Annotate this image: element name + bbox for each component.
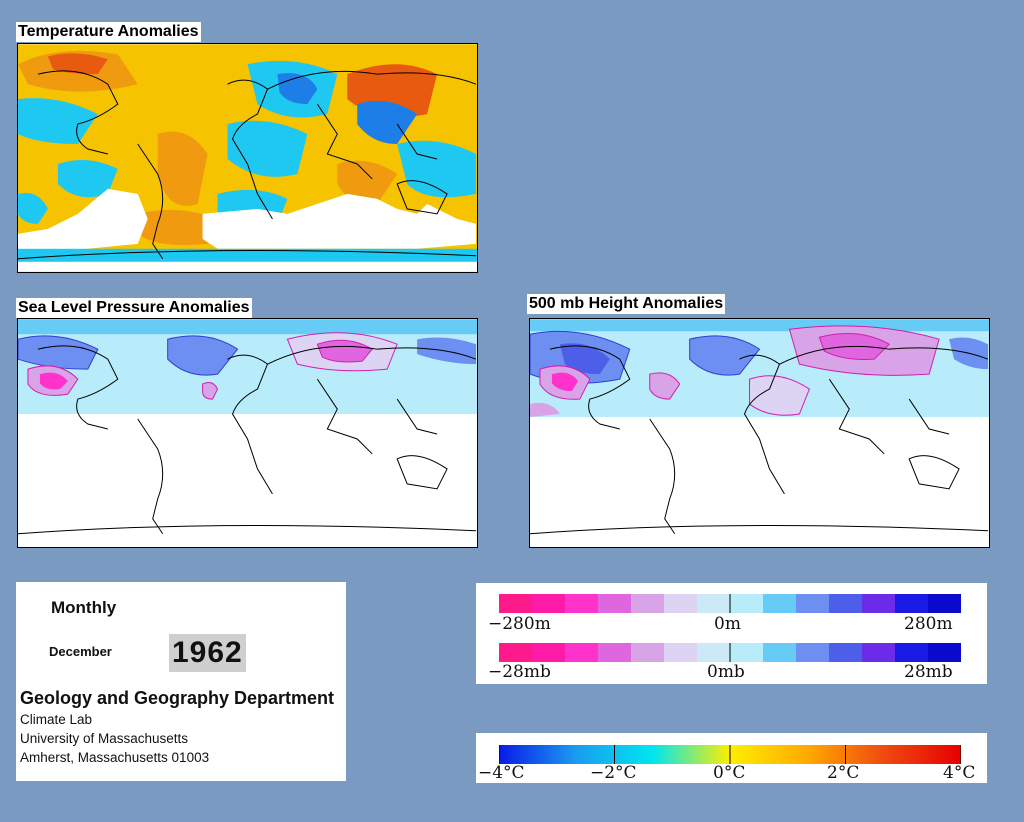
slp-anomaly-map (17, 318, 478, 548)
height-label-max: 280m (904, 614, 953, 634)
legend-swatch (796, 594, 830, 613)
temperature-anomaly-map (17, 43, 478, 273)
legend-swatch (499, 594, 533, 613)
legend-swatch (631, 594, 665, 613)
year-badge: 1962 (169, 634, 246, 672)
legend-swatch (895, 643, 929, 662)
legend-swatch (664, 643, 698, 662)
height-anomaly-map (529, 318, 990, 548)
pressure-label-max: 28mb (904, 662, 953, 682)
legend-swatch (796, 643, 830, 662)
legend-swatch (598, 594, 632, 613)
legend-swatch (598, 643, 632, 662)
legend-swatch (763, 594, 797, 613)
legend-swatch (763, 643, 797, 662)
legend-swatch (895, 594, 929, 613)
legend-swatch (532, 594, 566, 613)
legend-swatch (862, 594, 896, 613)
department-name: Geology and Geography Department (20, 688, 335, 708)
temperature-label-pos4: 4°C (943, 763, 976, 783)
temperature-label-neg4: −4°C (478, 763, 525, 783)
height-pressure-legend: −280m 0m 280m −28mb 0mb 28mb (476, 583, 987, 684)
height-map-title: 500 mb Height Anomalies (527, 294, 726, 314)
legend-swatch (730, 594, 764, 613)
legend-swatch (928, 643, 961, 662)
legend-swatch (862, 643, 896, 662)
height-label-zero: 0m (714, 614, 741, 634)
pressure-label-min: −28mb (488, 662, 551, 682)
pressure-color-bar (499, 643, 961, 662)
legend-swatch (532, 643, 566, 662)
legend-swatch (697, 643, 731, 662)
pressure-label-zero: 0mb (707, 662, 745, 682)
month-label: December (49, 644, 112, 659)
info-panel: Monthly December 1962 Geology and Geogra… (16, 582, 346, 781)
height-color-bar (499, 594, 961, 613)
legend-swatch (664, 594, 698, 613)
temperature-label-neg2: −2°C (590, 763, 637, 783)
period-label: Monthly (51, 598, 117, 617)
legend-swatch (829, 594, 863, 613)
legend-swatch (499, 643, 533, 662)
legend-swatch (730, 643, 764, 662)
legend-swatch (565, 594, 599, 613)
legend-swatch (631, 643, 665, 662)
temperature-color-bar (499, 745, 961, 764)
address-line: Climate Lab (20, 712, 93, 727)
address-line: University of Massachusetts (20, 731, 189, 746)
address-line: Amherst, Massachusetts 01003 (20, 750, 210, 765)
temperature-map-title: Temperature Anomalies (16, 22, 201, 42)
legend-swatch (697, 594, 731, 613)
legend-swatch (565, 643, 599, 662)
legend-swatch (928, 594, 961, 613)
temperature-label-pos2: 2°C (827, 763, 860, 783)
temperature-legend: −4°C −2°C 0°C 2°C 4°C (476, 733, 987, 783)
legend-swatch (829, 643, 863, 662)
height-label-min: −280m (488, 614, 551, 634)
slp-map-title: Sea Level Pressure Anomalies (16, 298, 252, 318)
temperature-label-zero: 0°C (713, 763, 746, 783)
